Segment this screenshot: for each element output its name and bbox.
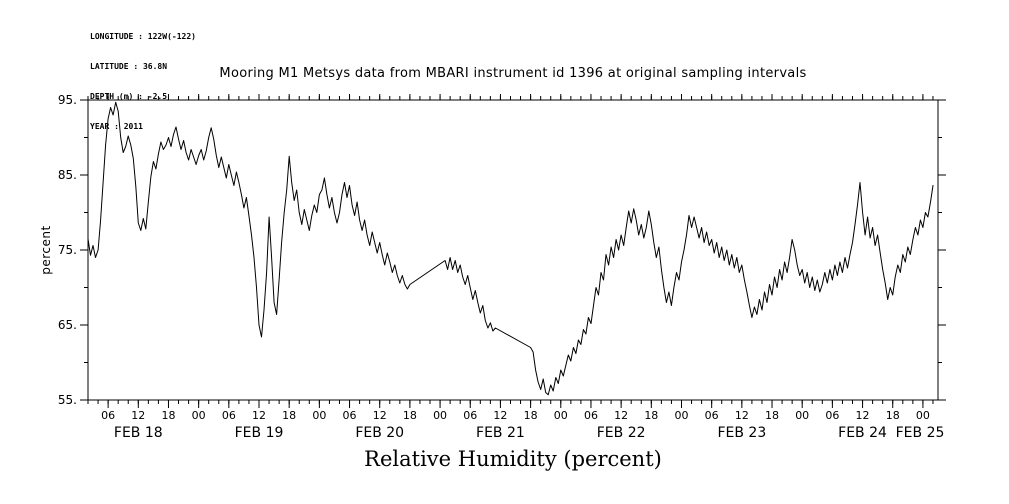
x-tick-label: 00 bbox=[312, 409, 326, 422]
x-tick-label: 06 bbox=[825, 409, 839, 422]
meta-latitude: LATITUDE : 36.8N bbox=[90, 62, 168, 71]
x-tick-label: 18 bbox=[886, 409, 900, 422]
chart-title: Mooring M1 Metsys data from MBARI instru… bbox=[219, 66, 807, 81]
y-tick-label: 75. bbox=[58, 243, 77, 257]
x-tick-label: 12 bbox=[493, 409, 507, 422]
x-tick-label: 00 bbox=[554, 409, 568, 422]
meta-year: YEAR : 2011 bbox=[90, 122, 143, 131]
y-tick-label: 85. bbox=[58, 168, 77, 182]
plot-box bbox=[87, 99, 939, 401]
x-tick-label: 00 bbox=[192, 409, 206, 422]
day-label: FEB 24 bbox=[838, 425, 887, 441]
x-tick-label: 06 bbox=[101, 409, 115, 422]
day-label: FEB 18 bbox=[114, 425, 163, 441]
y-tick-label: 95. bbox=[58, 93, 77, 107]
x-tick-label: 00 bbox=[674, 409, 688, 422]
day-label: FEB 23 bbox=[717, 425, 766, 441]
day-label: FEB 19 bbox=[235, 425, 284, 441]
day-label: FEB 25 bbox=[896, 425, 945, 441]
x-tick-label: 06 bbox=[463, 409, 477, 422]
day-label: FEB 20 bbox=[355, 425, 404, 441]
meta-longitude: LONGITUDE : 122W(-122) bbox=[90, 32, 196, 41]
x-tick-label: 06 bbox=[222, 409, 236, 422]
x-tick-label: 00 bbox=[916, 409, 930, 422]
x-tick-label: 18 bbox=[282, 409, 296, 422]
x-tick-label: 06 bbox=[343, 409, 357, 422]
y-tick-label: 65. bbox=[58, 318, 77, 332]
x-tick-label: 18 bbox=[403, 409, 417, 422]
data-line bbox=[87, 101, 934, 396]
x-tick-label: 12 bbox=[735, 409, 749, 422]
x-tick-label: 18 bbox=[161, 409, 175, 422]
x-tick-label: 06 bbox=[584, 409, 598, 422]
x-tick-label: 12 bbox=[614, 409, 628, 422]
x-tick-label: 12 bbox=[252, 409, 266, 422]
x-axis-title: Relative Humidity (percent) bbox=[364, 447, 662, 471]
y-tick-label: 55. bbox=[58, 393, 77, 407]
x-tick-label: 18 bbox=[524, 409, 538, 422]
day-label: FEB 22 bbox=[597, 425, 646, 441]
metadata-block: LONGITUDE : 122W(-122) LATITUDE : 36.8N … bbox=[90, 12, 196, 152]
x-tick-label: 12 bbox=[131, 409, 145, 422]
x-tick-label: 00 bbox=[795, 409, 809, 422]
x-tick-label: 18 bbox=[765, 409, 779, 422]
x-tick-label: 00 bbox=[433, 409, 447, 422]
day-label: FEB 21 bbox=[476, 425, 525, 441]
x-tick-label: 18 bbox=[644, 409, 658, 422]
meta-depth: DEPTH (m) : -2.5 bbox=[90, 92, 168, 101]
x-tick-label: 12 bbox=[373, 409, 387, 422]
x-tick-label: 06 bbox=[705, 409, 719, 422]
x-tick-label: 12 bbox=[856, 409, 870, 422]
